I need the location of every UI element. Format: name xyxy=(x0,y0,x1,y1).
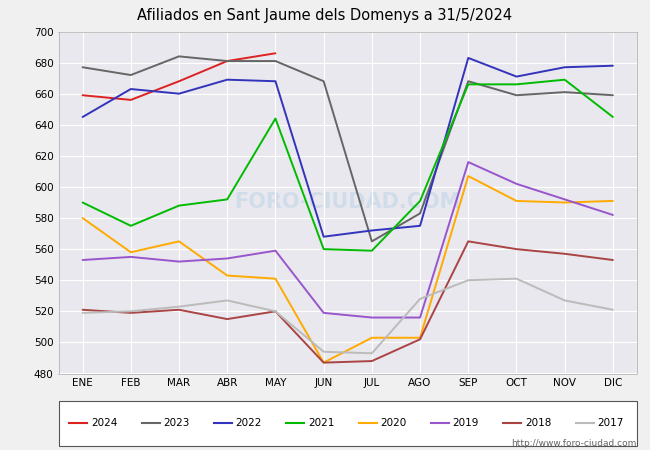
Text: Afiliados en Sant Jaume dels Domenys a 31/5/2024: Afiliados en Sant Jaume dels Domenys a 3… xyxy=(137,8,513,23)
Text: 2020: 2020 xyxy=(380,418,406,428)
Text: 2018: 2018 xyxy=(525,418,551,428)
Text: 2021: 2021 xyxy=(308,418,334,428)
Text: http://www.foro-ciudad.com: http://www.foro-ciudad.com xyxy=(512,439,637,448)
FancyBboxPatch shape xyxy=(58,400,637,446)
Text: 2022: 2022 xyxy=(236,418,262,428)
Text: 2024: 2024 xyxy=(91,418,118,428)
Text: 2017: 2017 xyxy=(597,418,623,428)
Text: FORO-CIUDAD.COM: FORO-CIUDAD.COM xyxy=(235,193,461,212)
Text: 2023: 2023 xyxy=(163,418,190,428)
Text: 2019: 2019 xyxy=(452,418,479,428)
